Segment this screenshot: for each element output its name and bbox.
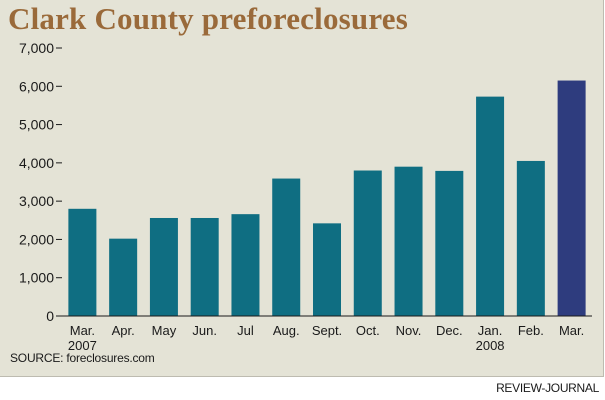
chart-title: Clark County preforeclosures [8,1,408,36]
y-axis-ticks: 0 1,000 2,000 3,000 4,000 5,000 6,000 7,000 [19,40,62,324]
y-tick-label: 1,000 [19,270,54,286]
x-tick-label: May [152,323,177,338]
y-tick-label: 7,000 [19,40,54,56]
bar-12 [557,80,586,317]
bars [68,80,586,317]
bar-3 [190,217,219,316]
x-tick-label: Jul [237,323,254,338]
x-tick-label: Nov. [396,323,422,338]
bar-6 [313,223,341,316]
x-tick-label: Mar. [559,323,584,338]
bar-9 [435,170,464,316]
x-tick-label: Dec. [436,323,463,338]
y-tick-label: 6,000 [19,78,54,94]
bar-0 [68,208,97,316]
x-tick-label: Sept. [312,323,342,338]
publisher-credit: REVIEW-JOURNAL [496,381,599,395]
x-tick-label: Oct. [356,323,380,338]
x-tick-sublabel: 2007 [68,338,97,353]
x-tick-label: Mar. [70,323,95,338]
x-tick-label: Aug. [273,323,300,338]
bar-1 [109,238,138,316]
x-tick-sublabel: 2008 [476,338,505,353]
x-tick-label: Jun. [192,323,217,338]
bar-10 [476,96,505,316]
y-tick-label: 0 [46,308,54,324]
bar-4 [231,214,260,316]
bar-7 [353,170,382,316]
bar-11 [516,160,545,316]
y-tick-label: 4,000 [19,155,54,171]
bar-5 [272,178,301,316]
x-tick-label: Jan. [478,323,503,338]
y-tick-label: 2,000 [19,231,54,247]
x-tick-label: Feb. [518,323,544,338]
source-note: SOURCE: foreclosures.com [10,351,155,365]
y-tick-label: 5,000 [19,117,54,133]
y-tick-label: 3,000 [19,193,54,209]
x-tick-label: Apr. [112,323,135,338]
bar-chart: 0 1,000 2,000 3,000 4,000 5,000 6,000 7,000 Mar… [19,40,592,353]
bar-8 [394,166,423,316]
bar-2 [149,217,178,316]
